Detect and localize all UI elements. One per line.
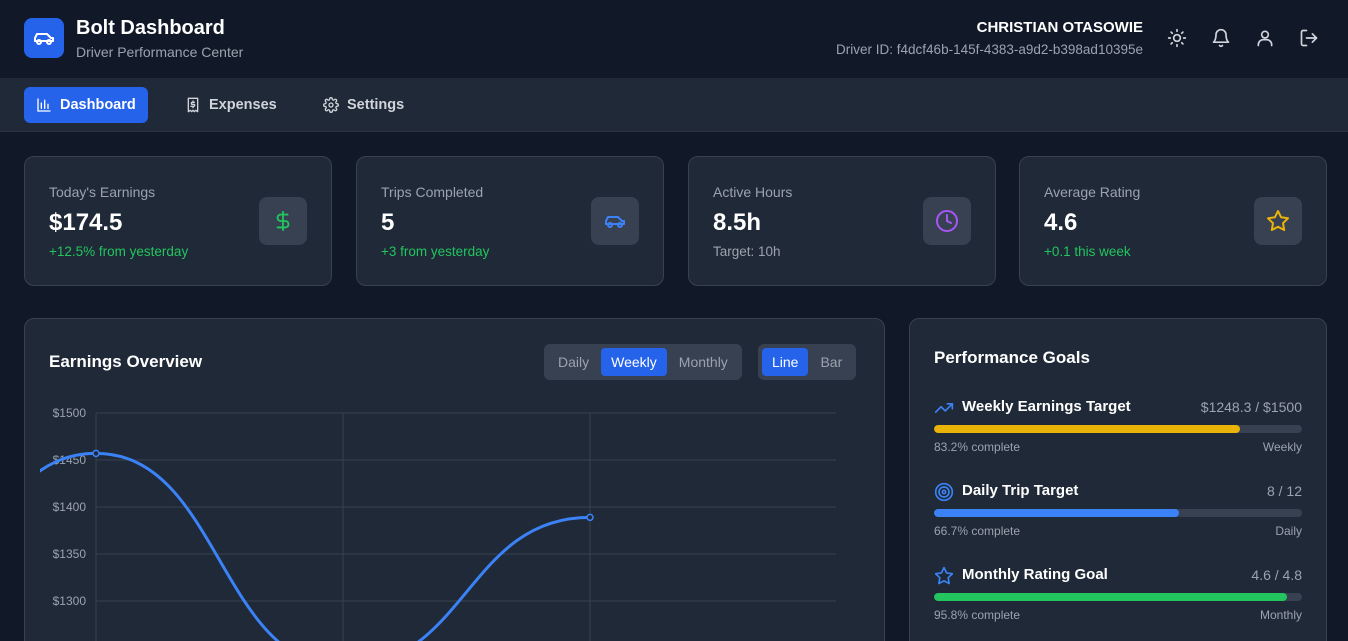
car-logo-icon	[24, 18, 64, 58]
trending-up-icon	[934, 398, 954, 418]
stat-target: Target: 10h	[713, 244, 781, 259]
stat-label: Active Hours	[713, 184, 793, 200]
stat-change: +0.1 this week	[1044, 244, 1131, 259]
data-point[interactable]	[586, 513, 594, 522]
y-tick-label: $1300	[53, 594, 87, 608]
goal-title: Daily Trip Target	[962, 482, 1079, 499]
nav-settings[interactable]: Settings	[311, 87, 416, 123]
chart-line-button[interactable]: Line	[762, 348, 809, 376]
receipt-icon	[187, 97, 199, 113]
performance-goals-panel	[909, 318, 1327, 641]
chart-type-toggle: Line Bar	[758, 344, 857, 380]
stat-change: +3 from yesterday	[381, 244, 490, 259]
user-name: CHRISTIAN OTASOWIE	[976, 19, 1143, 36]
earnings-overview-title: Earnings Overview	[49, 352, 203, 371]
data-point[interactable]	[92, 449, 100, 458]
goal-progress-bar	[934, 509, 1302, 517]
goal-value: $1248.3 / $1500	[1200, 399, 1302, 415]
dollar-icon	[259, 197, 307, 245]
y-tick-label: $1500	[53, 406, 87, 420]
performance-goals-title: Performance Goals	[934, 348, 1090, 367]
y-tick-label: $1350	[53, 547, 87, 561]
nav-expenses[interactable]: Expenses	[173, 87, 289, 123]
star-icon	[1254, 197, 1302, 245]
clock-icon	[923, 197, 971, 245]
chart-bar-button[interactable]: Bar	[820, 354, 843, 370]
nav-expenses-label: Expenses	[209, 97, 277, 113]
earnings-series-line	[40, 451, 591, 641]
stat-card-hours: Active Hours 8.5h Target: 10h	[688, 156, 996, 286]
nav-dashboard-label: Dashboard	[60, 97, 136, 113]
app-subtitle: Driver Performance Center	[76, 44, 244, 60]
stat-label: Trips Completed	[381, 184, 484, 200]
driver-id: Driver ID: f4dcf46b-145f-4383-a9d2-b398a…	[836, 42, 1143, 57]
goal-title: Weekly Earnings Target	[962, 398, 1131, 415]
theme-toggle-icon[interactable]	[1165, 26, 1189, 50]
period-weekly-button[interactable]: Weekly	[601, 348, 667, 376]
stat-card-trips: Trips Completed 5 +3 from yesterday	[356, 156, 664, 286]
period-monthly-button[interactable]: Monthly	[678, 354, 728, 370]
user-icon[interactable]	[1253, 26, 1277, 50]
stat-value: $174.5	[49, 209, 123, 236]
stat-value: 5	[381, 209, 395, 236]
logout-icon[interactable]	[1297, 26, 1321, 50]
goal-period: Weekly	[1262, 440, 1302, 454]
goal-percent: 83.2% complete	[934, 440, 1021, 454]
bar-chart-icon	[37, 98, 51, 112]
nav-dashboard[interactable]: Dashboard	[24, 87, 148, 123]
goal-value: 4.6 / 4.8	[1251, 567, 1302, 583]
goal-progress-bar	[934, 425, 1302, 433]
goal-title: Monthly Rating Goal	[962, 566, 1108, 583]
stat-change: +12.5% from yesterday	[49, 244, 189, 259]
stat-card-rating: Average Rating 4.6 +0.1 this week	[1019, 156, 1327, 286]
goal-percent: 66.7% complete	[934, 524, 1021, 538]
goal-daily-trips: Daily Trip Target 8 / 12 66.7% complete …	[934, 482, 1302, 552]
app-title: Bolt Dashboard	[76, 17, 225, 39]
goal-period: Monthly	[1259, 608, 1302, 622]
car-icon	[591, 197, 639, 245]
stat-label: Average Rating	[1044, 184, 1141, 200]
gear-icon	[323, 97, 339, 113]
goal-weekly-earnings: Weekly Earnings Target $1248.3 / $1500 8…	[934, 398, 1302, 468]
target-icon	[934, 482, 954, 502]
nav-settings-label: Settings	[347, 97, 405, 113]
bell-icon[interactable]	[1209, 26, 1233, 50]
y-tick-label: $1400	[53, 500, 87, 514]
period-toggle: Daily Weekly Monthly	[544, 344, 742, 380]
goal-progress-bar	[934, 593, 1302, 601]
goal-monthly-rating: Monthly Rating Goal 4.6 / 4.8 95.8% comp…	[934, 566, 1302, 636]
stat-value: 8.5h	[713, 209, 762, 236]
stat-value: 4.6	[1044, 209, 1078, 236]
stat-card-earnings: Today's Earnings $174.5 +12.5% from yest…	[24, 156, 332, 286]
goal-percent: 95.8% complete	[934, 608, 1021, 622]
stat-label: Today's Earnings	[49, 184, 156, 200]
goal-value: 8 / 12	[1266, 483, 1302, 499]
earnings-line-chart: $1500$1450$1400$1350$1300	[40, 406, 836, 641]
main-nav: Dashboard Expenses Settings	[0, 78, 1348, 132]
star-outline-icon	[934, 566, 954, 586]
goal-period: Daily	[1275, 524, 1302, 538]
app-header: Bolt Dashboard Driver Performance Center…	[0, 0, 1348, 78]
period-daily-button[interactable]: Daily	[558, 354, 590, 370]
